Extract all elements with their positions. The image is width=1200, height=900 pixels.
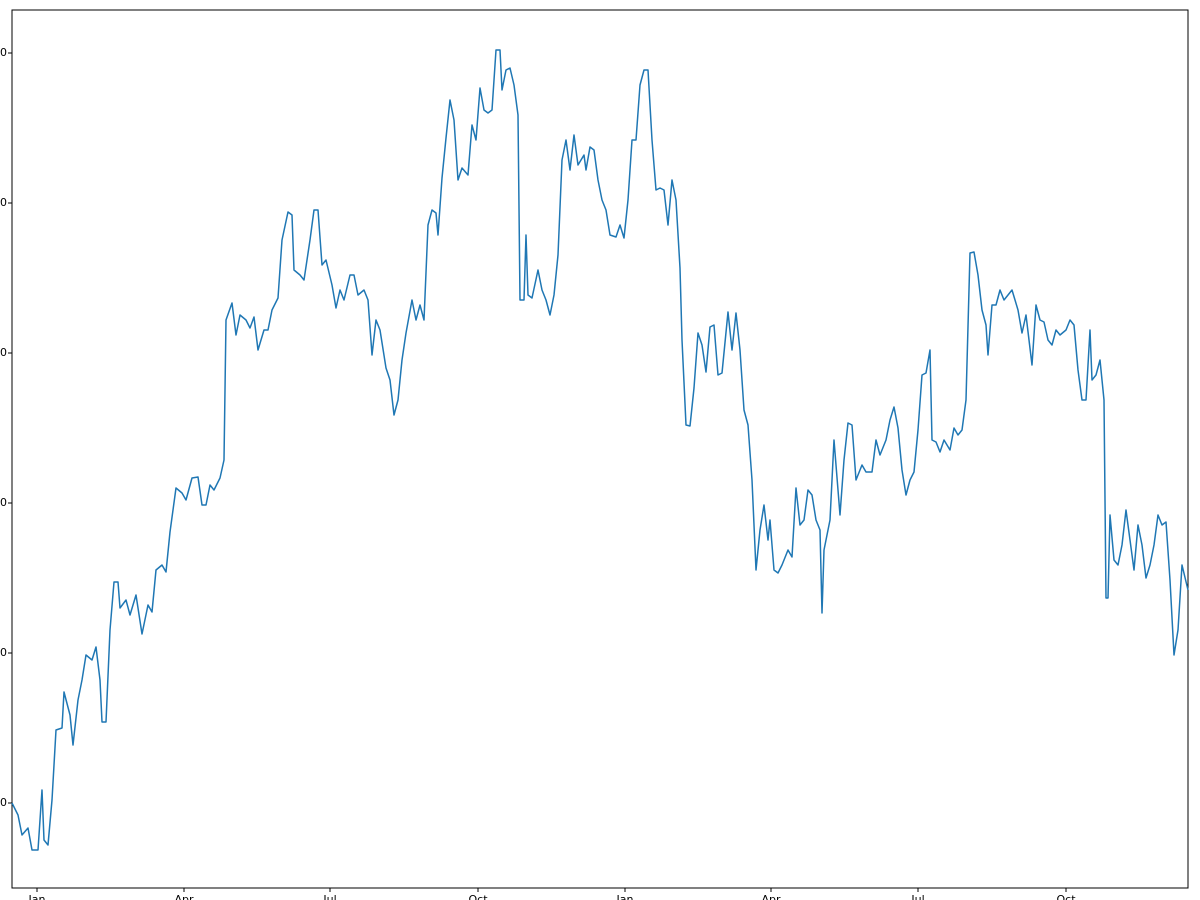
x-tick-label: Oct	[1056, 893, 1076, 900]
y-tick-label: 150	[0, 646, 7, 659]
axes-frame	[11, 9, 1189, 889]
x-tick-label: Jan	[616, 893, 634, 900]
data-line	[11, 49, 1189, 851]
x-tick-label: Jul	[322, 893, 336, 900]
x-tick-label: Apr	[174, 893, 194, 900]
y-tick-label: 300	[0, 496, 7, 509]
x-tick-label: Jul	[910, 893, 924, 900]
x-tick-label: Oct	[468, 893, 488, 900]
x-tick-label: Apr	[761, 893, 781, 900]
y-tick-label: 750	[0, 46, 7, 59]
y-tick-label: 600	[0, 196, 7, 209]
y-tick-label: 450	[0, 346, 7, 359]
y-tick-label: 0	[0, 796, 7, 809]
x-tick-label: Jan	[28, 893, 46, 900]
